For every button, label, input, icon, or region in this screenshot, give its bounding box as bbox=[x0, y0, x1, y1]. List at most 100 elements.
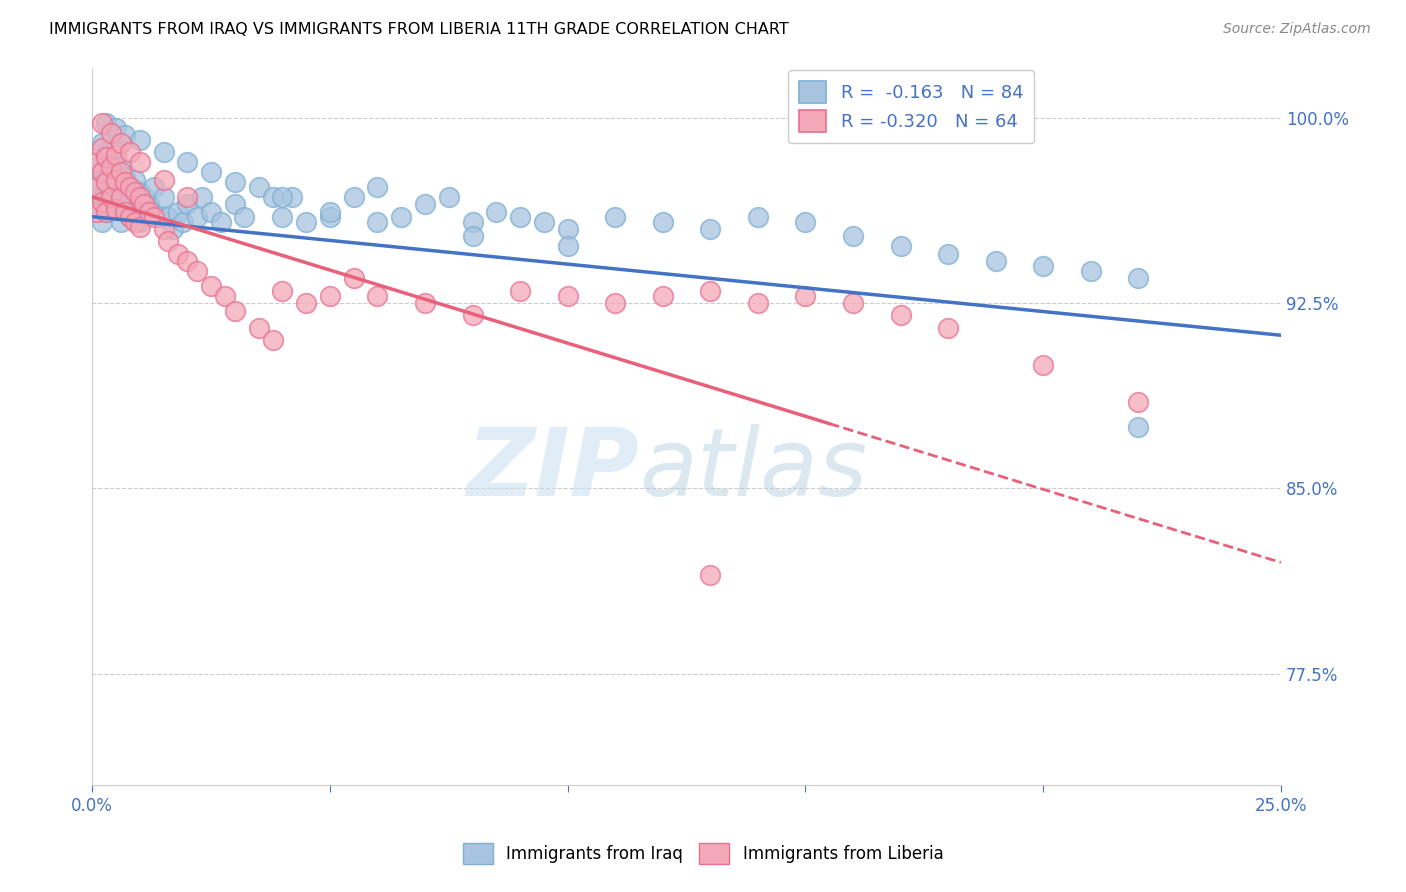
Point bbox=[90, 190, 112, 204]
Point bbox=[172, 214, 194, 228]
Legend: R =  -0.163   N = 84, R = -0.320   N = 64: R = -0.163 N = 84, R = -0.320 N = 64 bbox=[789, 70, 1035, 144]
Point bbox=[120, 210, 142, 224]
Point bbox=[138, 197, 160, 211]
Point bbox=[120, 210, 142, 224]
Point bbox=[100, 126, 122, 140]
Point bbox=[176, 197, 198, 211]
Point bbox=[247, 321, 270, 335]
Point bbox=[343, 271, 366, 285]
Point bbox=[96, 116, 118, 130]
Point bbox=[461, 309, 484, 323]
Point bbox=[110, 165, 132, 179]
Point bbox=[842, 229, 865, 244]
Point bbox=[143, 180, 166, 194]
Point bbox=[699, 284, 721, 298]
Point bbox=[936, 246, 959, 260]
Point bbox=[86, 161, 108, 175]
Point bbox=[166, 204, 188, 219]
Point bbox=[413, 197, 436, 211]
Point bbox=[162, 222, 184, 236]
Point bbox=[104, 120, 127, 135]
Point bbox=[557, 289, 579, 303]
Point bbox=[509, 210, 531, 224]
Point bbox=[176, 190, 198, 204]
Point bbox=[86, 155, 108, 169]
Point bbox=[86, 204, 108, 219]
Point bbox=[104, 172, 127, 186]
Point bbox=[90, 165, 112, 179]
Point bbox=[794, 214, 817, 228]
Point bbox=[366, 180, 388, 194]
Point bbox=[114, 204, 136, 219]
Point bbox=[100, 185, 122, 199]
Point bbox=[100, 161, 122, 175]
Point bbox=[110, 214, 132, 228]
Point bbox=[271, 210, 294, 224]
Point bbox=[186, 210, 208, 224]
Point bbox=[295, 296, 318, 310]
Point bbox=[90, 214, 112, 228]
Point bbox=[186, 264, 208, 278]
Point bbox=[90, 136, 112, 150]
Point bbox=[271, 190, 294, 204]
Point bbox=[128, 185, 150, 199]
Point bbox=[533, 214, 555, 228]
Text: Source: ZipAtlas.com: Source: ZipAtlas.com bbox=[1223, 22, 1371, 37]
Point bbox=[104, 148, 127, 162]
Point bbox=[557, 222, 579, 236]
Point bbox=[157, 210, 180, 224]
Point bbox=[114, 197, 136, 211]
Point bbox=[100, 155, 122, 169]
Point bbox=[605, 296, 627, 310]
Point bbox=[319, 210, 342, 224]
Point bbox=[262, 333, 284, 347]
Point bbox=[842, 296, 865, 310]
Point bbox=[90, 194, 112, 209]
Point bbox=[166, 246, 188, 260]
Point bbox=[271, 284, 294, 298]
Point bbox=[794, 289, 817, 303]
Point bbox=[190, 190, 212, 204]
Text: IMMIGRANTS FROM IRAQ VS IMMIGRANTS FROM LIBERIA 11TH GRADE CORRELATION CHART: IMMIGRANTS FROM IRAQ VS IMMIGRANTS FROM … bbox=[49, 22, 789, 37]
Point bbox=[110, 190, 132, 204]
Point bbox=[96, 204, 118, 219]
Point bbox=[138, 204, 160, 219]
Point bbox=[319, 204, 342, 219]
Point bbox=[104, 140, 127, 154]
Point bbox=[86, 180, 108, 194]
Point bbox=[134, 197, 156, 211]
Point bbox=[128, 155, 150, 169]
Point bbox=[233, 210, 256, 224]
Point bbox=[176, 254, 198, 268]
Point bbox=[214, 289, 236, 303]
Point bbox=[124, 172, 146, 186]
Point bbox=[319, 289, 342, 303]
Point bbox=[114, 128, 136, 143]
Point bbox=[124, 214, 146, 228]
Point bbox=[200, 204, 222, 219]
Point bbox=[124, 185, 146, 199]
Point bbox=[128, 190, 150, 204]
Point bbox=[1032, 259, 1054, 273]
Point bbox=[247, 180, 270, 194]
Point bbox=[152, 145, 174, 160]
Point bbox=[96, 148, 118, 162]
Point bbox=[200, 165, 222, 179]
Point bbox=[281, 190, 304, 204]
Point bbox=[120, 180, 142, 194]
Point bbox=[100, 190, 122, 204]
Point bbox=[461, 214, 484, 228]
Point bbox=[152, 172, 174, 186]
Point bbox=[110, 161, 132, 175]
Point bbox=[148, 210, 170, 224]
Point bbox=[134, 190, 156, 204]
Point bbox=[509, 284, 531, 298]
Point bbox=[651, 289, 673, 303]
Point bbox=[104, 172, 127, 186]
Point bbox=[295, 214, 318, 228]
Point bbox=[224, 175, 246, 189]
Point bbox=[96, 175, 118, 189]
Point bbox=[699, 222, 721, 236]
Point bbox=[90, 116, 112, 130]
Point bbox=[747, 210, 769, 224]
